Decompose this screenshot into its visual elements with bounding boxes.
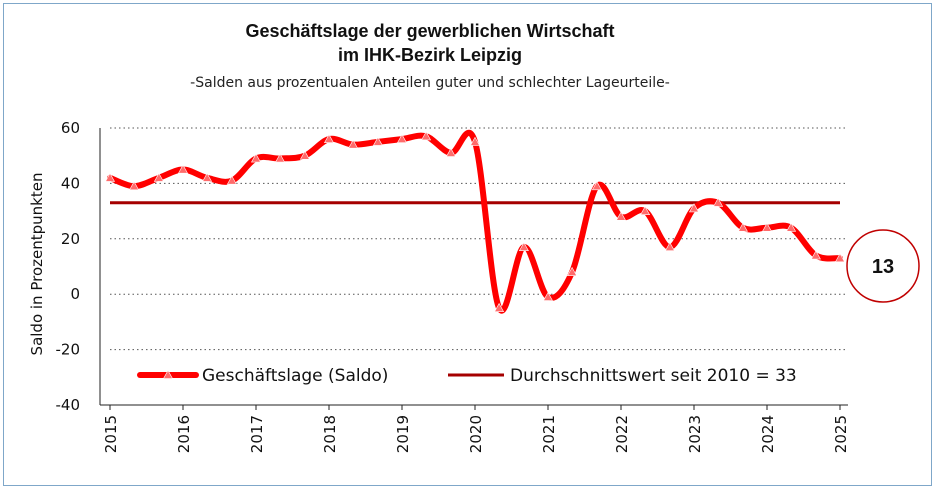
- data-point-marker: [786, 222, 797, 232]
- x-tick-label: 2020: [467, 415, 485, 453]
- legend-label-saldo: Geschäftslage (Saldo): [202, 366, 388, 386]
- x-tick-label: 2025: [832, 415, 850, 453]
- data-point-marker: [591, 181, 602, 191]
- series-line-saldo: [107, 129, 843, 314]
- data-point-marker: [518, 241, 529, 252]
- chart-title-line2: im IHK-Bezirk Leipzig: [337, 45, 523, 65]
- data-point-marker: [542, 291, 554, 301]
- y-axis-label: Saldo in Prozentpunkten: [28, 173, 46, 356]
- data-point-marker: [372, 136, 383, 146]
- data-point-marker: [323, 133, 335, 143]
- x-tick-label: 2019: [394, 415, 412, 453]
- x-tick-label: 2021: [540, 415, 558, 453]
- data-point-marker: [810, 250, 821, 260]
- data-point-marker: [469, 136, 481, 146]
- data-point-marker: [299, 150, 310, 160]
- data-point-marker: [226, 175, 237, 185]
- legend-marker-saldo: [162, 369, 174, 379]
- x-tick-label: 2017: [248, 415, 266, 453]
- data-point-marker: [761, 222, 773, 232]
- x-tick-label: 2018: [321, 415, 339, 453]
- y-tick-label: -40: [56, 396, 81, 414]
- data-point-marker: [713, 197, 724, 207]
- x-tick-label: 2022: [613, 415, 631, 453]
- data-point-marker: [153, 172, 164, 182]
- data-point-marker: [640, 205, 651, 215]
- data-point-marker: [275, 153, 286, 163]
- x-tick-label: 2023: [686, 415, 704, 453]
- chart-title: Geschäftslage der gewerblichen Wirtschaf…: [245, 21, 615, 41]
- chart-subtitle: -Salden aus prozentualen Anteilen guter …: [190, 75, 670, 91]
- y-tick-label: 40: [61, 174, 80, 192]
- data-point-marker: [688, 203, 700, 213]
- x-tick-label: 2024: [759, 415, 777, 453]
- data-point-marker: [177, 164, 189, 174]
- data-point-marker: [421, 131, 432, 141]
- y-tick-label: 20: [61, 230, 80, 248]
- data-point-marker: [445, 147, 456, 157]
- y-tick-label: 0: [70, 285, 80, 303]
- legend: Geschäftslage (Saldo) Durchschnittswert s…: [130, 358, 830, 390]
- data-point-marker: [615, 211, 627, 221]
- callout-label: 13: [872, 256, 894, 278]
- data-point-marker: [494, 302, 505, 312]
- series-layer: [104, 129, 846, 314]
- data-point-marker: [250, 153, 262, 163]
- data-point-marker: [664, 241, 675, 252]
- latest-value-callout: 13: [846, 229, 920, 303]
- callout-circle: [846, 229, 920, 303]
- x-axis: 2015 2016 2017 2018 2019 2020 2021 2022 2023 2024…: [100, 404, 850, 453]
- data-point-marker: [104, 172, 116, 182]
- y-tick-label: -20: [56, 341, 81, 359]
- x-tick-label: 2015: [102, 415, 120, 453]
- data-point-marker: [567, 266, 578, 276]
- data-point-marker: [737, 222, 748, 232]
- legend-label-average: Durchschnittswert seit 2010 = 33: [510, 366, 797, 386]
- x-tick-label: 2016: [175, 415, 193, 453]
- y-tick-label: 60: [61, 119, 80, 137]
- data-point-marker: [396, 133, 408, 143]
- data-point-marker: [834, 253, 846, 263]
- data-point-marker: [129, 181, 140, 191]
- data-point-marker: [348, 139, 359, 149]
- y-axis: 60 40 20 0 -20 -40: [56, 119, 101, 414]
- data-point-marker: [202, 172, 213, 182]
